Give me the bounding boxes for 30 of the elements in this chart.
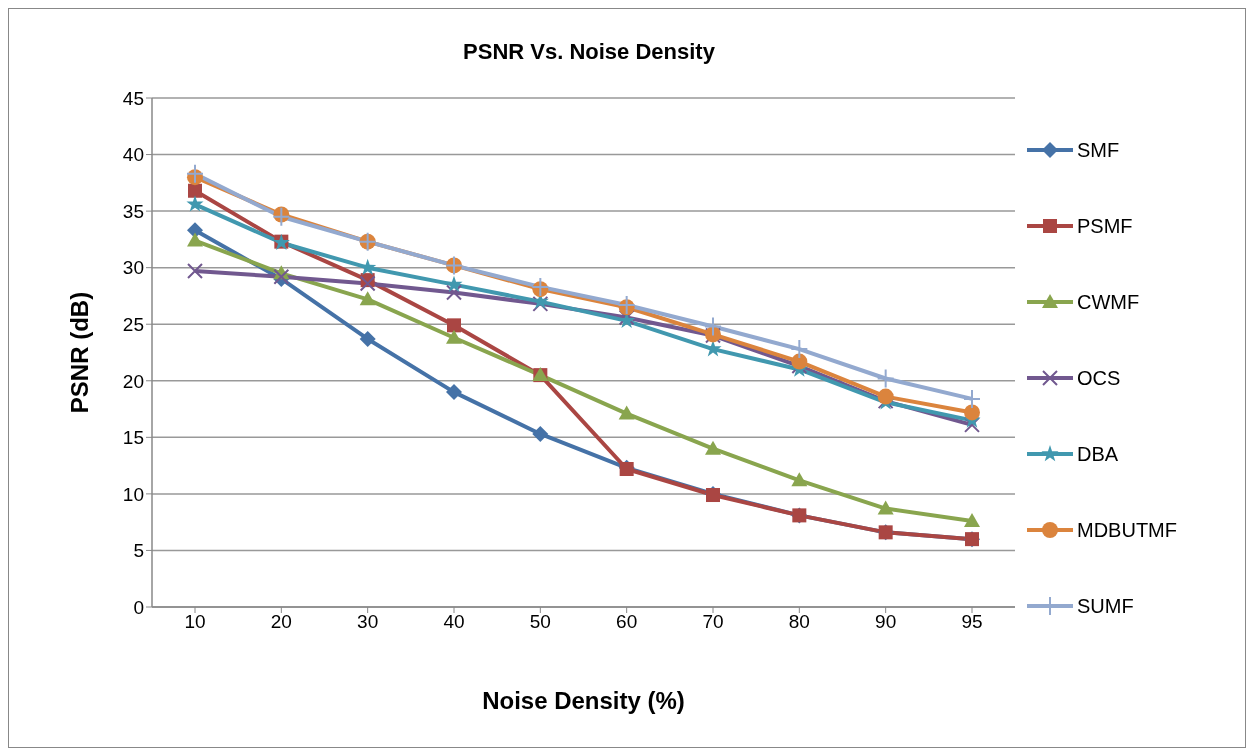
x-tick-label: 90: [875, 611, 897, 633]
y-tick-label: 35: [122, 200, 144, 222]
y-tick-label: 20: [122, 370, 144, 392]
y-tick-label: 25: [122, 313, 144, 335]
legend-label: MDBUTMF: [1077, 518, 1177, 542]
y-tick-label: 30: [122, 257, 144, 279]
y-tick-label: 0: [133, 596, 144, 618]
legend-label: SUMF: [1077, 594, 1134, 618]
x-tick-label: 20: [270, 611, 292, 633]
x-tick-label: 40: [443, 611, 465, 633]
y-tick-label: 45: [122, 87, 144, 109]
y-tick-label: 15: [122, 427, 144, 449]
y-tick-label: 10: [122, 483, 144, 505]
legend-label: SMF: [1077, 138, 1120, 162]
chart-title: PSNR Vs. Noise Density: [462, 39, 716, 65]
x-axis-title: Noise Density (%): [482, 687, 685, 714]
legend-label: DBA: [1077, 442, 1119, 466]
x-tick-label: 80: [788, 611, 810, 633]
legend-label: OCS: [1077, 366, 1121, 390]
legend-label: PSMF: [1077, 214, 1133, 238]
x-tick-label: 70: [702, 611, 724, 633]
y-tick-label: 5: [133, 540, 144, 562]
y-axis-title: PSNR (dB): [65, 291, 93, 414]
x-tick-label: 10: [184, 611, 206, 633]
legend-label: CWMF: [1077, 290, 1140, 314]
y-tick-label: 40: [122, 144, 144, 166]
x-tick-label: 30: [357, 611, 379, 633]
x-tick-label: 95: [961, 611, 983, 633]
x-tick-label: 50: [529, 611, 551, 633]
x-tick-label: 60: [616, 611, 638, 633]
